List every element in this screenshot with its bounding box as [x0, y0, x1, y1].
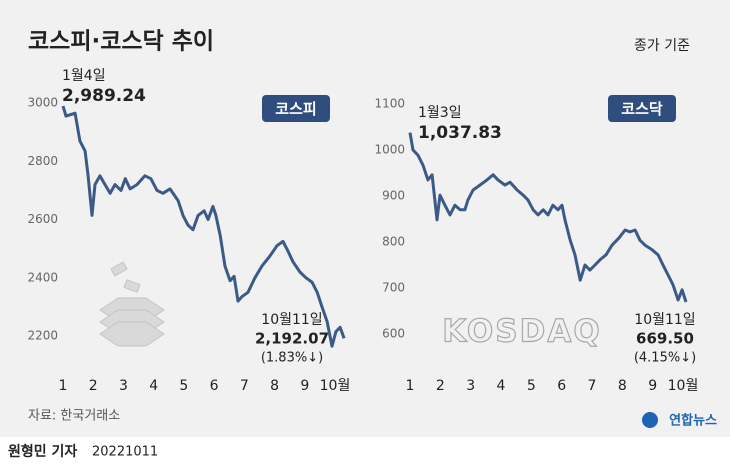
- badge-box: [262, 95, 330, 122]
- annotation: 2,192.07: [255, 330, 329, 348]
- y-tick-label: 1100: [374, 97, 405, 111]
- annotation: 10월11일: [634, 312, 695, 328]
- byline: 원형민 기자: [8, 443, 77, 460]
- x-tick-label: 4: [497, 378, 506, 394]
- annotation: 2,989.24: [62, 86, 146, 106]
- annotation: 669.50: [636, 330, 694, 348]
- annotation: 1,037.83: [418, 123, 502, 143]
- title: 코스피·코스닥 추이: [28, 29, 214, 55]
- x-tick-label: 3: [466, 378, 475, 394]
- subtitle: 종가 기준: [634, 38, 690, 54]
- x-tick-label: 2: [436, 378, 445, 394]
- y-tick-label: 900: [382, 189, 405, 203]
- footer-background: [0, 437, 730, 464]
- x-tick-label: 10월: [320, 378, 351, 394]
- background: [0, 0, 730, 437]
- y-tick-label: 2600: [27, 212, 58, 226]
- annotation: 10월11일: [261, 312, 322, 328]
- source: 자료: 한국거래소: [28, 409, 120, 424]
- annotation: 1월3일: [418, 105, 462, 121]
- logo: 연합뉴스: [669, 413, 717, 429]
- x-tick-label: 9: [648, 378, 657, 394]
- x-tick-label: 6: [210, 378, 219, 394]
- x-tick-label: 6: [557, 378, 566, 394]
- x-tick-label: 1: [59, 378, 68, 394]
- line: [61, 105, 346, 348]
- watermark: KOSDAQ: [442, 314, 601, 350]
- x-tick-label: 1: [406, 378, 415, 394]
- annotation: 1월4일: [62, 68, 106, 84]
- y-tick-label: 2200: [27, 329, 58, 343]
- badge: 코스피: [275, 100, 316, 118]
- y-tick-label: 600: [382, 327, 405, 341]
- y-tick-label: 2800: [27, 154, 58, 168]
- y-tick-label: 3000: [27, 96, 58, 110]
- badge: 코스닥: [621, 100, 663, 118]
- badge-box: [608, 95, 676, 122]
- x-tick-label: 7: [240, 378, 249, 394]
- y-tick-label: 800: [382, 235, 405, 249]
- x-tick-label: 4: [149, 378, 158, 394]
- annotation: (4.15%↓): [634, 351, 696, 366]
- x-tick-label: 2: [89, 378, 98, 394]
- x-tick-label: 10월: [668, 378, 699, 394]
- y-tick-label: 1000: [374, 143, 405, 157]
- x-tick-label: 3: [119, 378, 128, 394]
- annotation: (1.83%↓): [261, 351, 323, 366]
- x-tick-label: 9: [300, 378, 309, 394]
- date: 20221011: [92, 445, 158, 460]
- x-tick-label: 5: [179, 378, 188, 394]
- logo-icon: [642, 412, 658, 428]
- x-tick-label: 7: [588, 378, 597, 394]
- y-tick-label: 2400: [27, 270, 58, 284]
- line: [408, 132, 688, 303]
- y-tick-label: 700: [382, 281, 405, 295]
- coin-icon: [99, 261, 165, 347]
- x-tick-label: 8: [270, 378, 279, 394]
- x-tick-label: 5: [527, 378, 536, 394]
- x-tick-label: 8: [618, 378, 627, 394]
